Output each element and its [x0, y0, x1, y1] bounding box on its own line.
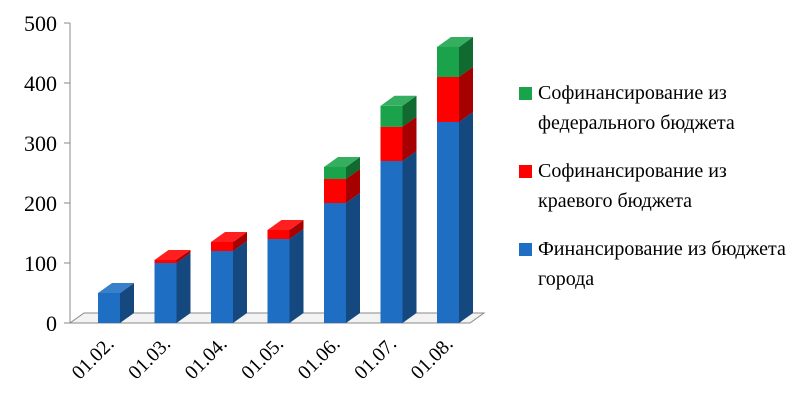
bar-top [437, 37, 473, 47]
bar-side [233, 241, 247, 323]
x-tick-label: 01.08. [407, 333, 458, 384]
bar-top [267, 220, 304, 230]
y-tick-label: 300 [24, 131, 57, 156]
x-tick-label: 01.04. [181, 333, 232, 384]
bar-front [267, 239, 290, 323]
bar-side [459, 67, 473, 122]
legend-label-federal: Софинансирование из федерального бюджета [538, 82, 735, 134]
bar-side [459, 112, 473, 323]
bar-side [346, 193, 360, 323]
legend-label-regional: Софинансирование из краевого бюджета [538, 160, 727, 212]
bar-side [402, 95, 417, 127]
legend: Софинансирование из федерального бюджета… [518, 78, 800, 294]
bar-top [154, 250, 191, 260]
bar-top [324, 157, 360, 167]
bar-front [437, 77, 459, 122]
bar-side [233, 232, 247, 251]
legend-swatch-regional [519, 165, 532, 178]
bar-side [459, 37, 473, 77]
bar-side [346, 169, 360, 203]
bar-front [98, 293, 120, 323]
legend-label-city: Финансирование из бюджета города [538, 238, 786, 290]
bar-front [437, 122, 459, 323]
legend-swatch-city [519, 243, 532, 256]
y-tick-label: 500 [24, 11, 57, 36]
bar-front [324, 203, 346, 323]
y-tick-label: 0 [46, 311, 57, 336]
x-tick-label: 01.03. [124, 333, 175, 384]
bar-front [437, 47, 459, 77]
y-tick-label: 400 [24, 71, 57, 96]
bar-front [324, 167, 346, 179]
bar-front [324, 179, 346, 203]
bar-front [380, 126, 403, 161]
bar-side [402, 116, 417, 161]
x-tick-label: 01.06. [294, 333, 345, 384]
legend-swatch-federal [519, 87, 532, 100]
bar-side [176, 253, 191, 323]
bar-front [154, 263, 177, 323]
bar-front [380, 105, 403, 127]
y-tick-label: 100 [24, 251, 57, 276]
bar-top [211, 232, 247, 242]
x-tick-label: 01.05. [237, 333, 288, 384]
bar-top [380, 95, 417, 106]
legend-item-city: Финансирование из бюджета города [518, 234, 800, 294]
bar-front [211, 251, 233, 323]
bar-side [289, 220, 304, 239]
x-tick-label: 01.02. [68, 333, 119, 384]
bar-side [120, 283, 134, 323]
bar-side [176, 250, 191, 263]
bar-front [154, 260, 177, 263]
bar-top [98, 283, 134, 293]
legend-item-regional: Софинансирование из краевого бюджета [518, 156, 800, 216]
y-tick-label: 200 [24, 191, 57, 216]
bar-front [380, 161, 403, 323]
bar-side [346, 157, 360, 179]
bar-front [211, 242, 233, 251]
x-tick-label: 01.07. [350, 333, 401, 384]
bar-side [289, 229, 304, 323]
legend-item-federal: Софинансирование из федерального бюджета [518, 78, 800, 138]
bar-side [402, 151, 417, 323]
bar-front [267, 230, 290, 239]
